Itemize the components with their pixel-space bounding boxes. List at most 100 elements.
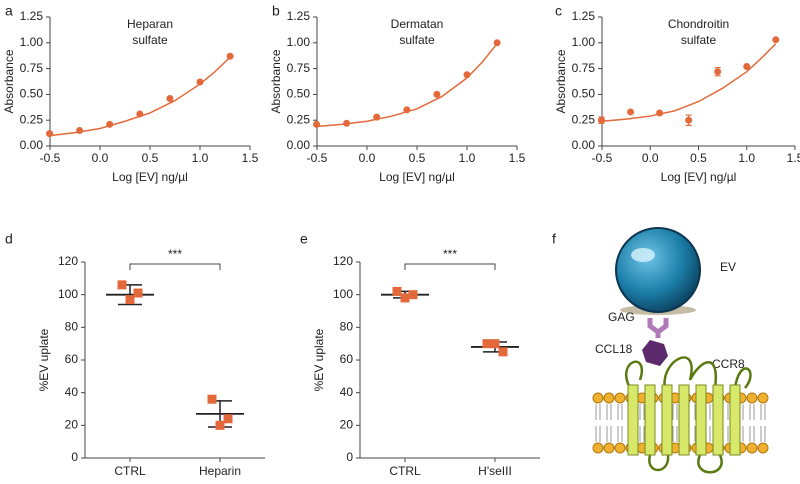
- significance-label: ***: [168, 247, 182, 261]
- data-point: [656, 109, 664, 117]
- y-axis-label: %EV uplate: [37, 328, 51, 391]
- y-tick-label: 0.00: [20, 138, 44, 152]
- data-point: [46, 130, 53, 138]
- panel-letter: a: [5, 3, 13, 19]
- x-tick-label: CTRL: [389, 464, 421, 478]
- data-point: [207, 394, 217, 404]
- y-tick-label: 1.00: [572, 35, 596, 49]
- membrane: [592, 356, 769, 474]
- y-tick-label: 100: [58, 287, 78, 301]
- ccl18-shape: [642, 340, 668, 366]
- chart-title: sulfate: [132, 33, 168, 47]
- lipid-head: [746, 442, 758, 454]
- receptor-helix: [627, 384, 639, 456]
- chart-title: sulfate: [399, 33, 435, 47]
- data-point: [373, 113, 381, 121]
- x-tick-label: 1.0: [459, 151, 476, 165]
- y-tick-label: 120: [58, 254, 78, 268]
- y-tick-label: 40: [340, 385, 354, 399]
- y-tick-label: 1.25: [20, 9, 44, 23]
- x-axis-label: Log [EV] ng/µl: [661, 170, 737, 184]
- lipid-tail: [760, 404, 766, 442]
- receptor-helix: [678, 384, 690, 456]
- data-point: [215, 420, 225, 430]
- lipid-head: [757, 392, 769, 404]
- y-axis-label: Absorbance: [2, 49, 16, 113]
- x-axis-label: Log [EV] ng/µl: [112, 170, 188, 184]
- y-tick-label: 0.00: [572, 138, 596, 152]
- panel-letter: b: [272, 3, 280, 19]
- lipid-tail: [705, 404, 711, 442]
- data-point: [400, 293, 410, 303]
- y-tick-label: 0.25: [20, 112, 44, 126]
- y-tick-label: 0.75: [572, 61, 596, 75]
- receptor-helix: [712, 384, 724, 456]
- data-point: [433, 90, 441, 98]
- x-tick-label: 1.5: [509, 151, 526, 165]
- panel-letter: f: [552, 231, 556, 247]
- data-point: [743, 63, 751, 71]
- y-tick-label: 0: [71, 450, 78, 464]
- receptor-helix: [661, 384, 673, 456]
- data-point: [343, 119, 351, 127]
- significance-label: ***: [443, 247, 457, 261]
- x-tick-label: 1.0: [738, 151, 755, 165]
- y-tick-label: 1.00: [20, 35, 44, 49]
- data-point: [166, 95, 174, 103]
- y-tick-label: 20: [340, 418, 354, 432]
- data-point: [403, 106, 411, 114]
- y-tick-label: 120: [333, 254, 353, 268]
- ccl18-label: CCL18: [595, 342, 633, 356]
- x-tick-label: 0.5: [409, 151, 426, 165]
- ev-highlight: [631, 248, 655, 262]
- y-tick-label: 1.25: [287, 9, 311, 23]
- data-point: [313, 120, 320, 128]
- diagram: f EV GAG CCL18 CCR8: [552, 227, 769, 474]
- lipid-head: [603, 442, 615, 454]
- data-point: [463, 71, 471, 79]
- data-point: [598, 116, 606, 124]
- y-tick-label: 0.50: [572, 87, 596, 101]
- panel-letter: c: [555, 3, 562, 19]
- data-point: [226, 52, 234, 60]
- y-tick-label: 60: [340, 352, 354, 366]
- lipid-tail: [595, 404, 601, 442]
- y-tick-label: 0.25: [287, 112, 311, 126]
- significance-bracket: [404, 263, 496, 270]
- x-tick-label: 1.5: [787, 151, 800, 165]
- y-tick-label: 20: [65, 418, 79, 432]
- x-tick-label: H'seIII: [478, 464, 512, 478]
- data-point: [196, 78, 204, 86]
- data-point: [482, 339, 492, 349]
- x-tick-label: -0.5: [40, 151, 61, 165]
- y-tick-label: 0.50: [287, 87, 311, 101]
- y-tick-label: 1.25: [572, 9, 596, 23]
- lipid-head: [746, 392, 758, 404]
- x-tick-label: 1.0: [192, 151, 209, 165]
- y-axis-label: Absorbance: [269, 49, 283, 113]
- receptor-helix: [695, 384, 707, 456]
- data-point: [772, 36, 780, 44]
- y-tick-label: 0.50: [20, 87, 44, 101]
- gag-shape: [647, 318, 669, 338]
- lipid-tail: [672, 404, 678, 442]
- ev-sphere: [615, 227, 701, 313]
- data-point: [76, 127, 84, 135]
- data-point: [136, 110, 144, 118]
- fit-curve: [601, 43, 777, 122]
- data-point: [493, 39, 501, 47]
- significance-bracket: [129, 263, 221, 270]
- data-point: [223, 414, 233, 424]
- lipid-head: [603, 392, 615, 404]
- data-point: [106, 120, 114, 128]
- data-point: [117, 280, 127, 290]
- fit-curve: [316, 43, 498, 128]
- lipid-head: [614, 442, 626, 454]
- x-tick-label: Heparin: [199, 464, 241, 478]
- y-tick-label: 60: [65, 352, 79, 366]
- x-axis-label: Log [EV] ng/µl: [379, 170, 455, 184]
- y-tick-label: 0.25: [572, 112, 596, 126]
- x-tick-label: -0.5: [307, 151, 328, 165]
- ccr8-label: CCR8: [712, 357, 745, 371]
- y-tick-label: 1.00: [287, 35, 311, 49]
